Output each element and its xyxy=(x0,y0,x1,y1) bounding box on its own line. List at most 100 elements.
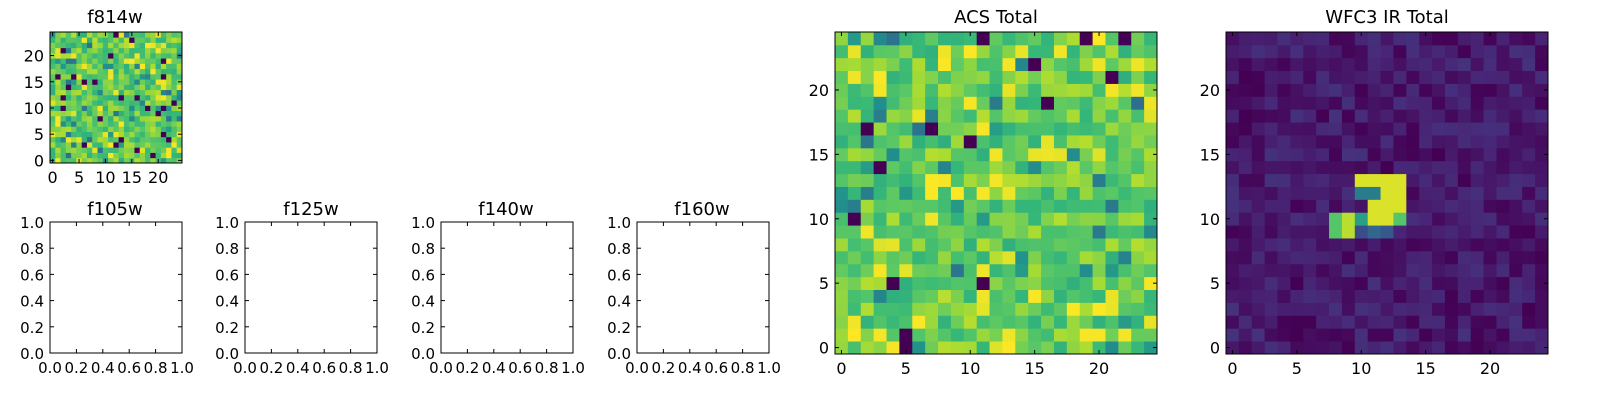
heatmap-cell xyxy=(989,32,1003,46)
heatmap-cell xyxy=(1483,250,1497,265)
heatmap-cell xyxy=(925,289,939,303)
heatmap-cell xyxy=(873,199,887,213)
heatmap-cell xyxy=(113,37,120,43)
heatmap-cell xyxy=(925,225,939,239)
heatmap-cell xyxy=(886,160,900,175)
heatmap-cell xyxy=(860,109,875,123)
heatmap-cell xyxy=(65,68,72,75)
heatmap-cell xyxy=(1457,328,1472,342)
heatmap-cell xyxy=(1002,263,1016,278)
heatmap-cell xyxy=(950,44,965,59)
heatmap-cell xyxy=(1092,302,1106,316)
heatmap-cell xyxy=(1053,341,1068,355)
heatmap-cell xyxy=(1041,173,1055,187)
heatmap-cell xyxy=(1406,147,1420,162)
heatmap-cell xyxy=(950,289,965,303)
heatmap-cell xyxy=(1144,186,1158,200)
heatmap-cell xyxy=(1354,83,1369,97)
x-tick-label: 10 xyxy=(1351,359,1371,378)
heatmap-cell xyxy=(1264,250,1278,265)
heatmap-cell xyxy=(1144,225,1158,239)
heatmap-cell xyxy=(899,173,913,187)
heatmap-cell xyxy=(925,83,939,97)
heatmap-cell xyxy=(76,94,83,101)
heatmap-cell xyxy=(60,52,67,59)
heatmap-cell xyxy=(1406,212,1420,226)
heatmap-cell xyxy=(1303,122,1317,136)
heatmap-cell xyxy=(1238,212,1253,226)
heatmap-cell xyxy=(134,42,141,49)
heatmap-cell xyxy=(912,212,926,226)
heatmap-cell xyxy=(76,131,83,138)
heatmap-cell xyxy=(1079,122,1093,136)
heatmap-cell xyxy=(899,186,913,200)
heatmap-cell xyxy=(76,84,83,91)
heatmap-cell xyxy=(1251,32,1266,46)
heatmap-cell xyxy=(963,135,978,149)
heatmap-cell xyxy=(134,115,141,122)
heatmap-cell xyxy=(113,152,120,159)
heatmap-cell xyxy=(989,199,1003,213)
heatmap-cell xyxy=(1131,70,1145,84)
heatmap-cell xyxy=(976,212,990,226)
heatmap-cell xyxy=(55,142,61,148)
heatmap-cell xyxy=(102,47,109,54)
heatmap-cell xyxy=(899,341,913,355)
heatmap-cell xyxy=(92,58,98,64)
heatmap-cell xyxy=(1483,135,1497,149)
heatmap-cell xyxy=(1277,289,1291,303)
heatmap-cell xyxy=(1354,147,1369,162)
heatmap-cell xyxy=(97,136,104,143)
heatmap-cell xyxy=(139,152,146,159)
heatmap-cell xyxy=(60,152,67,159)
heatmap-cell xyxy=(1053,276,1068,290)
heatmap-cell xyxy=(108,121,114,127)
heatmap-cell xyxy=(123,115,130,122)
heatmap-cell xyxy=(1432,173,1446,187)
heatmap-cell xyxy=(1380,328,1394,342)
panel-title: f814w xyxy=(87,7,142,28)
heatmap-cell xyxy=(86,100,93,106)
heatmap-cell xyxy=(1329,250,1343,265)
heatmap-cell xyxy=(1303,328,1317,342)
y-tick-label: 0.2 xyxy=(215,319,239,337)
y-tick-label: 15 xyxy=(809,145,829,164)
heatmap-cell xyxy=(129,68,135,75)
heatmap-cell xyxy=(1432,341,1446,355)
heatmap-cell xyxy=(1092,83,1106,97)
heatmap-cell xyxy=(1509,289,1523,303)
heatmap-cell xyxy=(1105,70,1119,84)
heatmap-cell xyxy=(55,68,61,75)
heatmap-cell xyxy=(1419,122,1433,136)
heatmap-cell xyxy=(1444,186,1459,200)
heatmap-cell xyxy=(81,52,88,59)
heatmap-cell xyxy=(50,115,56,122)
heatmap-cell xyxy=(97,94,104,101)
y-tick-label: 20 xyxy=(1200,81,1220,100)
heatmap-cell xyxy=(1496,276,1510,290)
heatmap-cell xyxy=(55,136,61,143)
heatmap-cell xyxy=(139,79,146,85)
heatmap-cell xyxy=(1470,122,1484,136)
heatmap-cell xyxy=(1144,276,1158,290)
heatmap-cell xyxy=(1105,57,1119,72)
heatmap-cell xyxy=(886,109,900,123)
heatmap-cell xyxy=(160,100,167,106)
heatmap-cell xyxy=(150,100,156,106)
heatmap-cell xyxy=(86,79,93,85)
heatmap-cell xyxy=(1380,276,1394,290)
heatmap-cell xyxy=(134,37,141,43)
heatmap-cell xyxy=(166,89,172,96)
heatmap-cell xyxy=(1277,302,1291,316)
heatmap-cell xyxy=(1393,173,1407,187)
heatmap-cell xyxy=(873,263,887,278)
heatmap-cell xyxy=(1406,302,1420,316)
heatmap-cell xyxy=(938,238,952,252)
heatmap-cell xyxy=(60,47,67,54)
heatmap-cell xyxy=(1226,160,1240,175)
heatmap-cell xyxy=(1251,238,1266,252)
x-tick-label: 0.8 xyxy=(535,359,559,377)
heatmap-cell xyxy=(1406,199,1420,213)
heatmap-cell xyxy=(155,147,162,153)
heatmap-cell xyxy=(150,126,156,132)
